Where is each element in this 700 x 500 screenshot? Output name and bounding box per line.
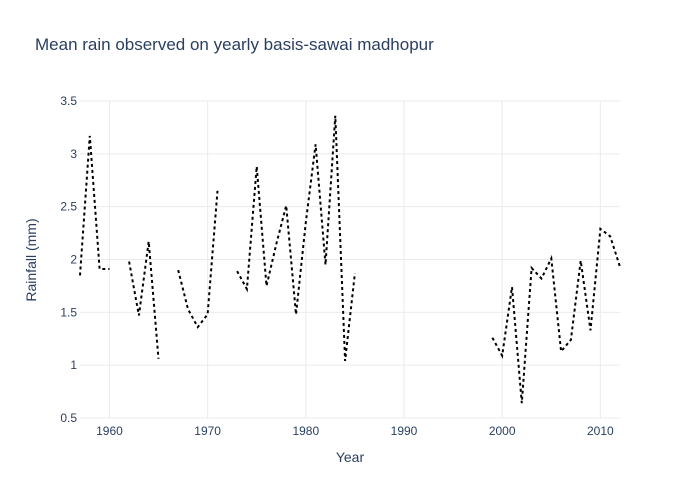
grid-lines (80, 100, 620, 419)
plot-area (79, 115, 621, 404)
y-tick-label: 2.5 (60, 200, 77, 214)
x-tick-label: 2000 (489, 424, 516, 438)
x-tick-label: 2010 (587, 424, 614, 438)
rainfall-series-line (79, 115, 621, 404)
y-tick-label: 3.5 (60, 94, 77, 108)
x-tick-label: 1990 (391, 424, 418, 438)
y-tick-label: 3 (70, 147, 77, 161)
x-tick-label: 1970 (194, 424, 221, 438)
y-tick-label: 2 (70, 253, 77, 267)
chart-title: Mean rain observed on yearly basis-sawai… (35, 35, 434, 54)
x-tick-label: 1960 (96, 424, 123, 438)
y-tick-label: 1.5 (60, 305, 77, 319)
y-tick-label: 1 (70, 358, 77, 372)
x-tick-label: 1980 (292, 424, 319, 438)
y-axis-title: Rainfall (mm) (23, 218, 39, 301)
x-axis-ticks: 1960 1970 1980 1990 2000 2010 (96, 424, 614, 438)
x-axis-title: Year (336, 449, 365, 465)
y-axis-ticks: 0.5 1 1.5 2 2.5 3 3.5 (60, 94, 77, 425)
y-tick-label: 0.5 (60, 411, 77, 425)
